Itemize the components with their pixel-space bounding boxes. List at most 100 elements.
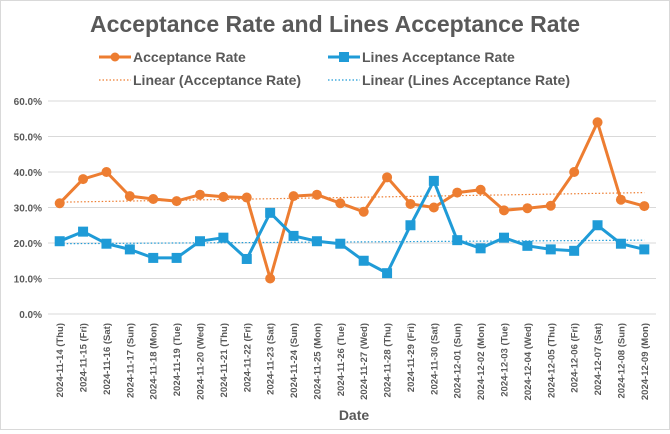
x-tick-label: 2024-12-09 (Mon): [640, 323, 651, 400]
data-point: [218, 232, 229, 243]
x-tick-label: 2024-12-06 (Fri): [570, 323, 581, 393]
x-tick-label: 2024-11-24 (Sun): [289, 323, 300, 398]
x-tick-label: 2024-12-07 (Sat): [593, 323, 604, 395]
x-tick-label: 2024-11-14 (Thu): [55, 323, 66, 397]
data-point: [452, 235, 463, 246]
data-point: [475, 184, 486, 195]
data-point: [358, 255, 369, 266]
chart-title: Acceptance Rate and Lines Acceptance Rat…: [90, 11, 580, 37]
x-tick-label: 2024-11-23 (Sat): [266, 323, 277, 395]
x-tick-label: 2024-11-25 (Mon): [312, 323, 323, 400]
x-tick-label: 2024-11-21 (Thu): [219, 323, 230, 397]
legend-item-lines-acceptance-rate: Lines Acceptance Rate: [328, 49, 515, 65]
data-point: [241, 192, 252, 203]
data-point: [195, 189, 205, 200]
data-point: [288, 191, 299, 202]
data-point: [78, 226, 89, 237]
data-point: [592, 220, 603, 231]
x-tick-label: 2024-11-29 (Fri): [406, 323, 417, 392]
x-tick-label: 2024-11-19 (Tue): [172, 323, 183, 396]
data-point: [171, 196, 182, 207]
data-point: [148, 252, 159, 263]
data-point: [265, 207, 276, 218]
y-tick-label: 60.0%: [14, 97, 42, 108]
data-point: [545, 200, 556, 211]
data-point: [499, 232, 509, 243]
legend-label: Lines Acceptance Rate: [362, 49, 515, 65]
data-point: [241, 253, 252, 264]
legend-item-linear-acceptance-rate: Linear (Acceptance Rate): [99, 72, 301, 88]
legend-label: Linear (Lines Acceptance Rate): [362, 72, 570, 88]
data-point: [124, 191, 135, 202]
data-point: [311, 189, 322, 200]
x-tick-label: 2024-11-15 (Fri): [79, 323, 90, 392]
data-point: [54, 236, 65, 247]
data-point: [171, 252, 182, 263]
x-tick-label: 2024-12-04 (Wed): [523, 323, 534, 400]
data-point: [639, 201, 650, 212]
data-point: [382, 268, 393, 279]
data-point: [218, 191, 229, 202]
trendline: [59, 191, 645, 203]
data-point: [311, 236, 322, 247]
x-tick-label: 2024-12-02 (Mon): [476, 323, 487, 400]
data-point: [569, 245, 580, 256]
data-point: [452, 187, 463, 198]
data-point: [101, 167, 112, 177]
legend-circle-marker-icon: [110, 52, 120, 62]
y-tick-label: 40.0%: [14, 168, 42, 179]
legend-label: Linear (Acceptance Rate): [133, 72, 301, 88]
x-tick-label: 2024-12-01 (Sun): [453, 323, 464, 399]
x-tick-label: 2024-11-30 (Sat): [429, 323, 440, 395]
data-point: [522, 203, 533, 214]
trendline: [59, 239, 645, 245]
x-tick-label: 2024-11-18 (Mon): [149, 323, 160, 400]
data-point: [78, 174, 89, 185]
data-point: [405, 220, 416, 231]
legend-item-acceptance-rate: Acceptance Rate: [99, 49, 246, 65]
data-point: [639, 244, 650, 255]
legend-label: Acceptance Rate: [133, 49, 246, 65]
y-tick-label: 10.0%: [14, 275, 42, 286]
data-point: [335, 198, 346, 209]
data-point: [54, 198, 65, 209]
data-point: [545, 244, 556, 255]
data-point: [148, 193, 159, 204]
x-axis-title: Date: [339, 407, 370, 423]
data-point: [592, 117, 603, 128]
x-tick-label: 2024-12-05 (Thu): [546, 323, 557, 398]
data-point: [358, 206, 369, 217]
x-tick-label: 2024-11-20 (Wed): [196, 323, 207, 400]
x-tick-label: 2024-11-22 (Fri): [242, 323, 253, 392]
data-point: [195, 236, 205, 247]
data-point: [615, 194, 626, 205]
data-point: [428, 175, 439, 186]
legend-square-marker-icon: [339, 52, 349, 62]
data-point: [405, 198, 416, 209]
data-point: [265, 273, 276, 284]
plot-area: 0.0% 10.0% 20.0% 30.0% 40.0% 50.0% 60.0% 2024-1…: [14, 97, 656, 400]
data-point: [475, 243, 486, 254]
x-tick-label: 2024-12-03 (Tue): [500, 323, 511, 397]
data-point: [522, 240, 533, 251]
data-point: [499, 205, 509, 216]
y-tick-label: 20.0%: [14, 239, 42, 250]
data-point: [335, 238, 346, 249]
x-tick-label: 2024-11-16 (Sat): [102, 323, 113, 395]
data-point: [124, 244, 135, 255]
data-point: [428, 202, 439, 213]
legend-item-linear-lines-acceptance-rate: Linear (Lines Acceptance Rate): [328, 72, 570, 88]
x-tick-label: 2024-11-26 (Tue): [336, 323, 347, 396]
x-tick-label: 2024-12-08 (Sun): [616, 323, 627, 399]
x-tick-label: 2024-11-28 (Thu): [383, 323, 394, 397]
x-tick-label: 2024-11-27 (Wed): [359, 323, 370, 400]
y-tick-label: 50.0%: [14, 133, 42, 144]
data-point: [382, 172, 393, 183]
data-point: [569, 167, 580, 177]
y-tick-label: 30.0%: [14, 204, 42, 215]
data-point: [101, 238, 112, 249]
data-point: [288, 230, 299, 241]
x-tick-label: 2024-11-17 (Sun): [125, 323, 136, 398]
